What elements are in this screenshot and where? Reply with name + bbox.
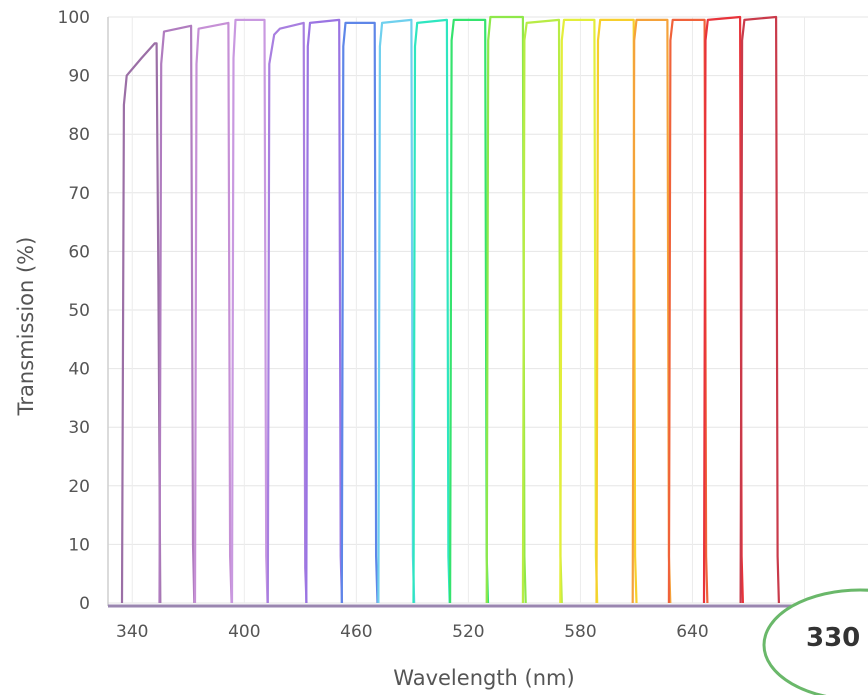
x-tick-label: 580: [564, 622, 596, 642]
y-tick-label: 40: [68, 360, 90, 380]
x-axis-title: Wavelength (nm): [393, 666, 574, 690]
wavelength-badge: 330: [762, 588, 868, 695]
band-line-9: [412, 18, 451, 604]
axes: [107, 17, 868, 608]
band-line-3: [193, 21, 233, 604]
y-tick-label: 20: [68, 477, 90, 497]
badge-outline: [762, 588, 868, 695]
y-tick-label: 70: [68, 184, 90, 204]
badge-label: 330: [806, 623, 860, 653]
y-tick-label: 60: [68, 242, 90, 262]
spectral-bands: [120, 15, 780, 604]
band-line-13: [559, 18, 599, 604]
band-line-4: [230, 18, 269, 604]
y-tick-label: 80: [68, 125, 90, 145]
band-line-18: [739, 15, 780, 604]
band-line-12: [521, 18, 563, 604]
y-tick-label: 90: [68, 67, 90, 87]
band-line-10: [449, 18, 490, 604]
band-line-6: [305, 18, 344, 604]
y-tick-label: 30: [68, 418, 90, 438]
band-line-17: [702, 15, 744, 604]
x-tick-label: 520: [452, 622, 484, 642]
band-line-8: [377, 18, 416, 604]
y-tick-label: 0: [79, 594, 90, 614]
band-line-7: [340, 21, 379, 604]
y-tick-label: 10: [68, 535, 90, 555]
y-tick-label: 100: [58, 8, 90, 28]
x-tick-label: 400: [228, 622, 260, 642]
band-line-11: [485, 15, 527, 604]
y-tick-label: 50: [68, 301, 90, 321]
band-line-15: [631, 18, 672, 604]
band-line-2: [158, 24, 196, 604]
y-axis-title: Transmission (%): [14, 237, 38, 417]
band-line-1: [120, 42, 162, 604]
x-tick-label: 640: [676, 622, 708, 642]
band-line-16: [667, 18, 709, 604]
band-line-14: [595, 18, 638, 604]
band-line-5: [266, 21, 308, 604]
tick-labels: 0 10 20 30 40 50 60 70 80 90 100 340 400 460 520 580 640…: [58, 8, 816, 642]
x-tick-label: 460: [340, 622, 372, 642]
x-tick-label: 340: [116, 622, 148, 642]
